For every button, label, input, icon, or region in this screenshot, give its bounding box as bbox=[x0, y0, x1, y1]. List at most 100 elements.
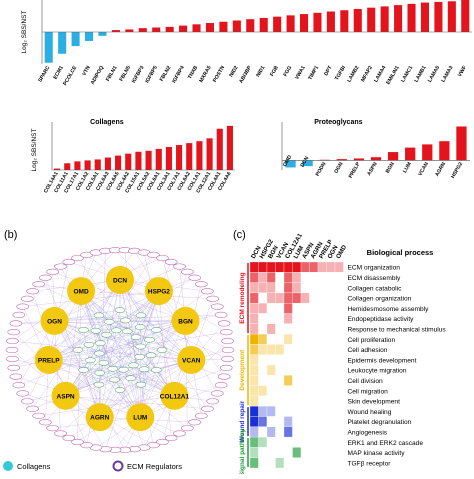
row-label: Cell adhesion bbox=[348, 347, 388, 354]
row-label: Leukocyte migration bbox=[348, 368, 407, 375]
heat-cell bbox=[284, 396, 293, 406]
heat-cell bbox=[276, 314, 285, 324]
heat-cell bbox=[310, 406, 319, 416]
row-label: Hemidesmosome assembly bbox=[348, 306, 430, 313]
heat-cell bbox=[301, 447, 310, 457]
node bbox=[17, 391, 29, 397]
heat-cell bbox=[259, 406, 268, 416]
x-tick-label: VWF bbox=[457, 65, 468, 78]
heat-cell bbox=[250, 437, 259, 447]
heat-cell bbox=[259, 427, 268, 437]
node bbox=[13, 312, 25, 318]
heat-cell bbox=[301, 437, 310, 447]
heat-cell bbox=[327, 334, 336, 344]
heat-cell bbox=[293, 293, 302, 303]
node bbox=[157, 347, 167, 352]
heat-cell bbox=[267, 324, 276, 334]
node bbox=[6, 356, 18, 362]
heat-cell bbox=[276, 293, 285, 303]
node bbox=[201, 406, 213, 412]
heat-cell bbox=[318, 334, 327, 344]
node bbox=[145, 337, 155, 342]
heat-cell bbox=[293, 458, 302, 468]
heat-cell bbox=[318, 417, 327, 427]
heat-cell bbox=[335, 447, 344, 457]
bar bbox=[152, 28, 160, 32]
group-label: Signal pathway bbox=[239, 429, 246, 474]
heat-cell bbox=[259, 458, 268, 468]
row-label: Cell proliferation bbox=[348, 337, 396, 344]
heat-cell bbox=[327, 355, 336, 365]
node bbox=[195, 413, 207, 419]
bar bbox=[381, 6, 389, 32]
heat-cell bbox=[335, 262, 344, 272]
hub-label: VCAN bbox=[182, 357, 201, 364]
bar bbox=[421, 3, 429, 32]
node bbox=[108, 366, 118, 371]
x-tick-label: ADIPOQ bbox=[90, 65, 105, 86]
x-tick-label: LAMB2 bbox=[346, 65, 360, 84]
node bbox=[173, 431, 185, 437]
heat-cell bbox=[276, 303, 285, 313]
row-label: Collagen catabolic bbox=[348, 285, 403, 292]
heat-cell bbox=[259, 272, 268, 282]
node bbox=[139, 367, 149, 372]
heat-cell bbox=[327, 283, 336, 293]
node bbox=[94, 351, 104, 356]
x-tick-label: LAMA3 bbox=[440, 65, 454, 84]
heat-cell bbox=[310, 272, 319, 282]
bar bbox=[408, 4, 416, 32]
heat-cell bbox=[259, 344, 268, 354]
heat-cell bbox=[276, 283, 285, 293]
bar bbox=[273, 17, 281, 32]
heat-cell bbox=[250, 365, 259, 375]
x-tick-label: POSTN bbox=[212, 65, 226, 84]
y-axis-label: Log₂ SBS/NST bbox=[21, 10, 28, 53]
heat-cell bbox=[301, 344, 310, 354]
bar bbox=[461, 0, 469, 32]
row-label: Platelet degranulation bbox=[348, 419, 412, 426]
node bbox=[85, 358, 95, 363]
heat-cell bbox=[318, 375, 327, 385]
node bbox=[21, 296, 33, 302]
bar bbox=[64, 163, 70, 170]
node bbox=[17, 304, 29, 310]
heat-cell bbox=[284, 365, 293, 375]
heat-cell bbox=[267, 447, 276, 457]
heat-cell bbox=[259, 303, 268, 313]
heat-cell bbox=[267, 272, 276, 282]
x-tick-label: HSPG2 bbox=[450, 161, 464, 179]
legend-label: Collagens bbox=[17, 462, 51, 471]
node bbox=[47, 425, 59, 431]
heat-cell bbox=[267, 417, 276, 427]
row-label: TGFβ receptor bbox=[348, 460, 392, 467]
node bbox=[63, 435, 75, 441]
node bbox=[79, 327, 89, 332]
bar bbox=[74, 161, 80, 170]
row-label: ECM organization bbox=[348, 265, 401, 272]
node bbox=[222, 356, 234, 362]
node bbox=[136, 344, 146, 349]
heat-cell bbox=[293, 427, 302, 437]
heat-cell bbox=[276, 355, 285, 365]
x-tick-label: LAMB1 bbox=[414, 65, 428, 84]
bar bbox=[58, 32, 66, 54]
heat-cell bbox=[276, 427, 285, 437]
heat-cell bbox=[250, 314, 259, 324]
heat-cell bbox=[335, 272, 344, 282]
heat-cell bbox=[318, 458, 327, 468]
column-label: OMD bbox=[335, 244, 349, 260]
bar bbox=[196, 141, 202, 170]
hub-label: OMD bbox=[73, 289, 88, 296]
node bbox=[39, 275, 51, 281]
heat-cell bbox=[335, 386, 344, 396]
heat-cell bbox=[250, 272, 259, 282]
heat-cell bbox=[284, 447, 293, 457]
heat-cell bbox=[259, 437, 268, 447]
heat-cell bbox=[327, 262, 336, 272]
node bbox=[33, 413, 45, 419]
heat-cell bbox=[293, 355, 302, 365]
node bbox=[55, 431, 67, 437]
x-tick-label: LAMA5 bbox=[427, 65, 441, 84]
node bbox=[146, 353, 156, 358]
